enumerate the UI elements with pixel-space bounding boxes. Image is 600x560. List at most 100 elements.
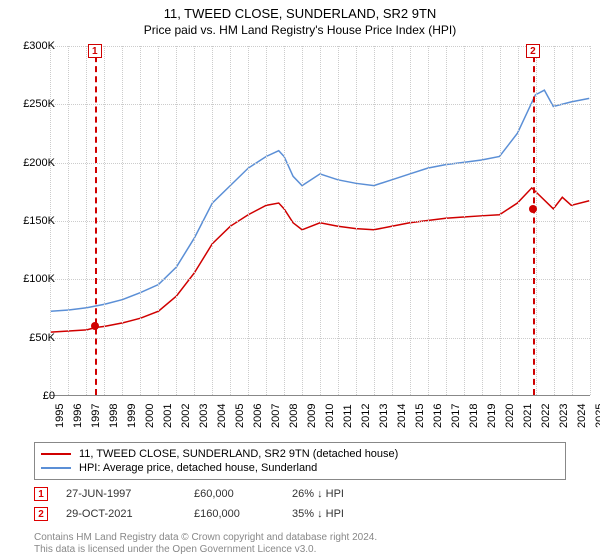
x-axis-label: 2015 <box>414 404 426 428</box>
footer-line: Contains HM Land Registry data © Crown c… <box>34 532 377 544</box>
x-axis-label: 2002 <box>180 404 192 428</box>
y-axis-label: £250K <box>23 98 55 110</box>
x-axis-label: 2005 <box>234 404 246 428</box>
x-axis-label: 1999 <box>126 404 138 428</box>
transaction-marker-icon: 1 <box>34 487 48 501</box>
legend-swatch <box>41 453 71 455</box>
legend-item: HPI: Average price, detached house, Sund… <box>41 461 559 475</box>
x-axis-label: 2019 <box>486 404 498 428</box>
transaction-marker-box: 1 <box>88 44 102 58</box>
x-axis-label: 2003 <box>198 404 210 428</box>
footer-line: This data is licensed under the Open Gov… <box>34 544 377 556</box>
gridline-vertical <box>338 46 339 395</box>
x-axis-label: 2000 <box>144 404 156 428</box>
transaction-price: £60,000 <box>194 488 274 500</box>
x-axis-label: 2016 <box>432 404 444 428</box>
gridline-vertical <box>428 46 429 395</box>
gridline-vertical <box>86 46 87 395</box>
x-axis-label: 2010 <box>324 404 336 428</box>
gridline-vertical <box>446 46 447 395</box>
footer-attribution: Contains HM Land Registry data © Crown c… <box>34 532 377 556</box>
chart-container: 11, TWEED CLOSE, SUNDERLAND, SR2 9TN Pri… <box>0 0 600 560</box>
plot-area: 12 <box>50 46 590 396</box>
x-axis-label: 2022 <box>540 404 552 428</box>
y-axis-label: £0 <box>43 390 55 402</box>
transaction-marker-box: 2 <box>526 44 540 58</box>
y-axis-label: £300K <box>23 40 55 52</box>
gridline-vertical <box>248 46 249 395</box>
x-axis-label: 1995 <box>54 404 66 428</box>
x-axis-label: 2008 <box>288 404 300 428</box>
gridline-vertical <box>518 46 519 395</box>
gridline-vertical <box>212 46 213 395</box>
x-axis-label: 2023 <box>558 404 570 428</box>
x-axis-label: 2011 <box>342 404 354 428</box>
gridline-vertical <box>464 46 465 395</box>
gridline-vertical <box>140 46 141 395</box>
transaction-row: 1 27-JUN-1997 £60,000 26% ↓ HPI <box>34 484 392 504</box>
gridline-vertical <box>536 46 537 395</box>
gridline-vertical <box>590 46 591 395</box>
chart-title: 11, TWEED CLOSE, SUNDERLAND, SR2 9TN <box>0 6 600 21</box>
transaction-delta: 35% ↓ HPI <box>292 508 392 520</box>
x-axis-label: 1998 <box>108 404 120 428</box>
y-axis-label: £200K <box>23 157 55 169</box>
transaction-date: 27-JUN-1997 <box>66 488 176 500</box>
transaction-date: 29-OCT-2021 <box>66 508 176 520</box>
gridline-vertical <box>122 46 123 395</box>
gridline-vertical <box>302 46 303 395</box>
x-axis-label: 2001 <box>162 404 174 428</box>
gridline-vertical <box>482 46 483 395</box>
transaction-row: 2 29-OCT-2021 £160,000 35% ↓ HPI <box>34 504 392 524</box>
gridline-vertical <box>554 46 555 395</box>
x-axis-label: 2017 <box>450 404 462 428</box>
gridline-vertical <box>176 46 177 395</box>
gridline-vertical <box>194 46 195 395</box>
y-axis-label: £50K <box>29 332 55 344</box>
x-axis-label: 2024 <box>576 404 588 428</box>
x-axis-label: 2012 <box>360 404 372 428</box>
gridline-vertical <box>356 46 357 395</box>
gridline-vertical <box>266 46 267 395</box>
gridline-vertical <box>284 46 285 395</box>
x-axis-label: 2020 <box>504 404 516 428</box>
gridline-vertical <box>230 46 231 395</box>
gridline-vertical <box>392 46 393 395</box>
legend: 11, TWEED CLOSE, SUNDERLAND, SR2 9TN (de… <box>34 442 566 480</box>
chart-subtitle: Price paid vs. HM Land Registry's House … <box>0 23 600 37</box>
y-axis-label: £100K <box>23 273 55 285</box>
x-axis-label: 2018 <box>468 404 480 428</box>
gridline-vertical <box>68 46 69 395</box>
gridline-vertical <box>104 46 105 395</box>
x-axis-label: 2014 <box>396 404 408 428</box>
gridline-vertical <box>374 46 375 395</box>
gridline-vertical <box>410 46 411 395</box>
x-axis-label: 2006 <box>252 404 264 428</box>
gridline-vertical <box>320 46 321 395</box>
legend-label: HPI: Average price, detached house, Sund… <box>79 462 317 474</box>
gridline-vertical <box>572 46 573 395</box>
transaction-delta: 26% ↓ HPI <box>292 488 392 500</box>
legend-label: 11, TWEED CLOSE, SUNDERLAND, SR2 9TN (de… <box>79 448 398 460</box>
transaction-marker-icon: 2 <box>34 507 48 521</box>
transaction-datapoint-icon <box>529 205 537 213</box>
transaction-price: £160,000 <box>194 508 274 520</box>
transactions-table: 1 27-JUN-1997 £60,000 26% ↓ HPI 2 29-OCT… <box>34 484 392 524</box>
gridline-vertical <box>500 46 501 395</box>
legend-item: 11, TWEED CLOSE, SUNDERLAND, SR2 9TN (de… <box>41 447 559 461</box>
x-axis-label: 2025 <box>594 404 600 428</box>
x-axis-label: 2013 <box>378 404 390 428</box>
title-block: 11, TWEED CLOSE, SUNDERLAND, SR2 9TN Pri… <box>0 0 600 37</box>
x-axis-label: 2009 <box>306 404 318 428</box>
y-axis-label: £150K <box>23 215 55 227</box>
transaction-datapoint-icon <box>91 322 99 330</box>
x-axis-label: 1996 <box>72 404 84 428</box>
x-axis-label: 2007 <box>270 404 282 428</box>
transaction-marker-line <box>533 46 535 395</box>
legend-swatch <box>41 467 71 469</box>
transaction-marker-line <box>95 46 97 395</box>
gridline-vertical <box>158 46 159 395</box>
x-axis-label: 1997 <box>90 404 102 428</box>
x-axis-label: 2004 <box>216 404 228 428</box>
x-axis-label: 2021 <box>522 404 534 428</box>
